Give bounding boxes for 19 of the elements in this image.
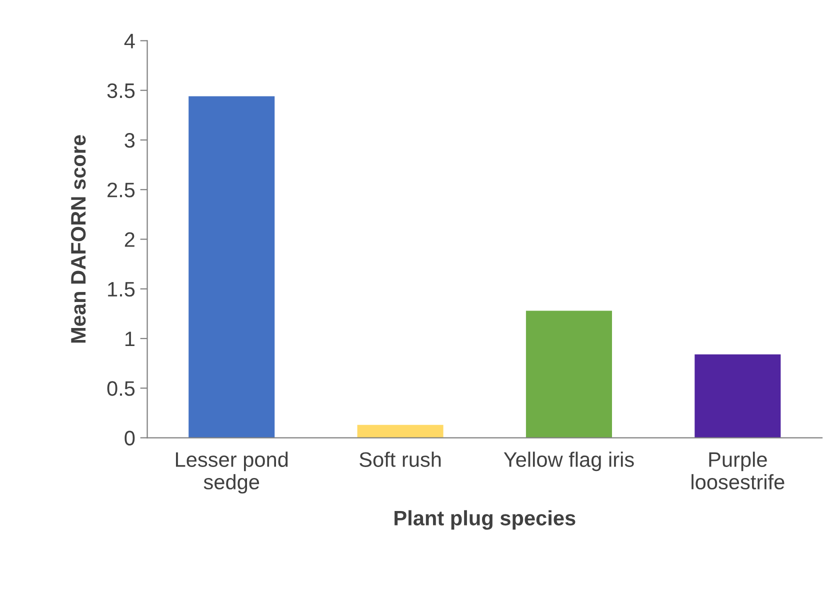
x-axis-title: Plant plug species <box>394 510 576 530</box>
x-tick-label: Purple loosestrife <box>692 452 784 490</box>
y-tick-label: 0 <box>124 430 135 446</box>
y-tick-label: 4 <box>124 34 135 48</box>
bar <box>188 96 275 438</box>
y-tick-label: 1.5 <box>108 282 135 297</box>
y-tick-label: 3 <box>124 132 135 148</box>
y-tick-label: 2.5 <box>108 182 135 198</box>
bar <box>357 424 444 438</box>
y-tick-label: 0.5 <box>107 381 135 396</box>
bar <box>526 310 612 438</box>
y-tick-label: 2 <box>124 232 134 247</box>
x-tick-label: Soft rush <box>360 452 441 467</box>
x-tick-label: Yellow flag iris <box>504 452 634 472</box>
y-axis-title: Mean DAFORN score <box>70 135 86 343</box>
bar <box>694 354 781 438</box>
x-tick-label: Lesser pond sedge <box>176 452 288 494</box>
y-tick-label: 1 <box>125 332 134 346</box>
y-tick-label: 3.5 <box>107 83 135 98</box>
